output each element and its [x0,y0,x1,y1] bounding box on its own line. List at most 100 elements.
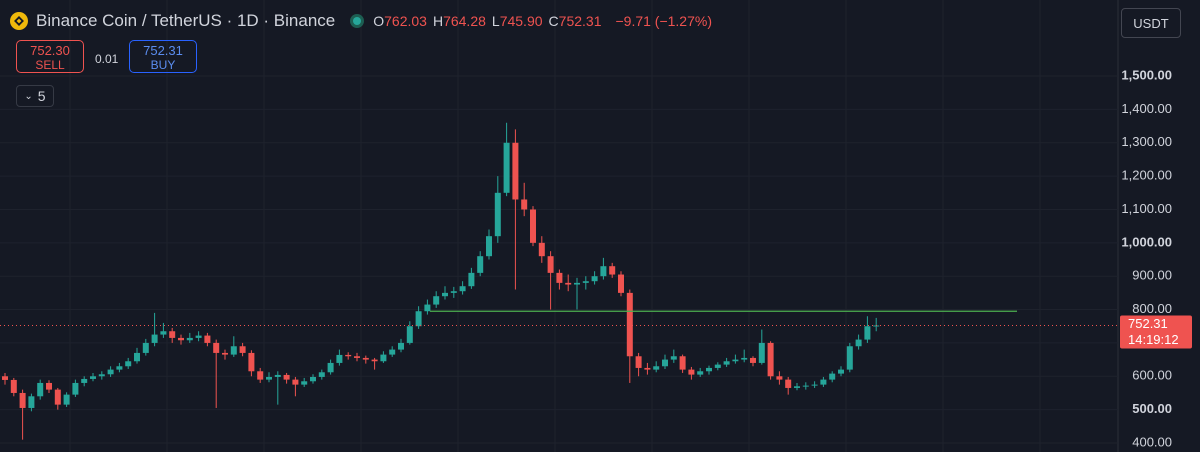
candle-body [28,396,35,408]
candle-body [37,382,44,397]
candle-body [538,242,545,257]
candle-body [169,331,176,338]
candle-body [380,354,387,362]
candle-body [116,366,123,370]
symbol: Binance Coin / TetherUS · 1D · Binance [36,11,336,30]
candle-body [90,376,96,379]
candle-body [178,337,184,341]
currency-select[interactable]: USDT [1121,8,1181,38]
candle-body [679,356,686,370]
candle-body [547,256,554,273]
candle-body [688,369,695,375]
candle-body [371,359,378,362]
sell-label: SELL [35,58,65,72]
candle-body [706,367,712,372]
ohlc-key: H [432,13,444,29]
candle-body [239,346,246,353]
y-tick-label: 1,000.00 [1121,234,1172,249]
candle-body [785,379,792,388]
y-tick-label: 1,100.00 [1121,201,1172,216]
candle-body [838,369,844,374]
candle-body [125,361,132,367]
y-tick-label: 1,400.00 [1121,101,1172,116]
candle-body [134,352,140,362]
candle-body [556,272,563,283]
candle-body [670,356,677,360]
candle-body [512,142,519,200]
y-tick-label: 800.00 [1132,301,1172,316]
candle-body [362,357,369,360]
candle-body [433,296,440,305]
candle-body [864,326,871,340]
candle-body [494,192,501,237]
buy-button[interactable]: 752.31 BUY [129,40,197,73]
y-tick-label: 1,500.00 [1121,67,1172,82]
ohlc-value: 752.31 [558,13,602,29]
y-tick-label: 1,300.00 [1121,134,1172,149]
candle-body [160,331,167,335]
candle-body [63,394,70,405]
indicators-toggle[interactable]: ⌄ 5 [16,85,54,107]
candle-body [450,291,457,293]
candle-body [336,354,343,363]
candle-body [811,384,818,386]
ohlc-key: O [373,13,385,29]
candle-body [521,199,528,210]
candle-body [459,286,466,292]
countdown: 14:19:12 [1128,332,1179,347]
candle-body [644,367,651,370]
candle-body [292,379,299,385]
candle-body [19,392,26,408]
y-tick-label: 600.00 [1132,368,1172,383]
candle-body [107,369,114,375]
last-price-tag [1120,315,1192,349]
candle-body [98,374,105,377]
ohlc-value: 745.90 [499,13,543,29]
ohlc-value: 764.28 [443,13,486,29]
candle-body [802,385,809,387]
ohlc: O762.03 H764.28 L745.90 C752.31 [373,11,607,31]
candle-body [626,292,633,357]
candle-body [257,371,264,380]
candle-body [653,366,660,370]
sell-button[interactable]: 752.30 SELL [16,40,84,73]
candle-body [758,342,765,363]
candle-body [600,266,607,277]
candle-body [345,354,352,357]
candle-body [442,292,448,297]
candle-body [732,359,739,362]
candle-body [776,376,783,380]
candle-body [142,342,149,353]
indicators-count: 5 [37,88,46,104]
y-tick-label: 1,200.00 [1121,168,1172,183]
change: −9.71 (−1.27%) [615,13,712,29]
candle-body [565,282,572,285]
candle-body [714,364,721,368]
candle-body [767,342,774,377]
buy-price: 752.31 [143,43,183,58]
candle-body [635,356,642,368]
candle-body [697,371,704,375]
candle-body [530,209,536,243]
candle-body [415,311,422,327]
candle-body [723,361,730,365]
candle-body [222,352,228,355]
sell-price: 752.30 [30,43,70,58]
candle-body [591,276,598,282]
candle-body [424,304,431,312]
candle-body [54,389,61,405]
candle-body [750,357,756,363]
buy-label: BUY [150,58,176,72]
candle-body [204,335,211,343]
candle-body [582,281,589,283]
spread: 0.01 [95,52,119,66]
ohlc-key: L [491,13,500,29]
candle-body [389,349,396,355]
y-tick-label: 900.00 [1132,268,1172,283]
candle-body [855,339,862,347]
candle-body [503,142,510,193]
candle-body [283,374,290,380]
candle-body [10,379,17,393]
